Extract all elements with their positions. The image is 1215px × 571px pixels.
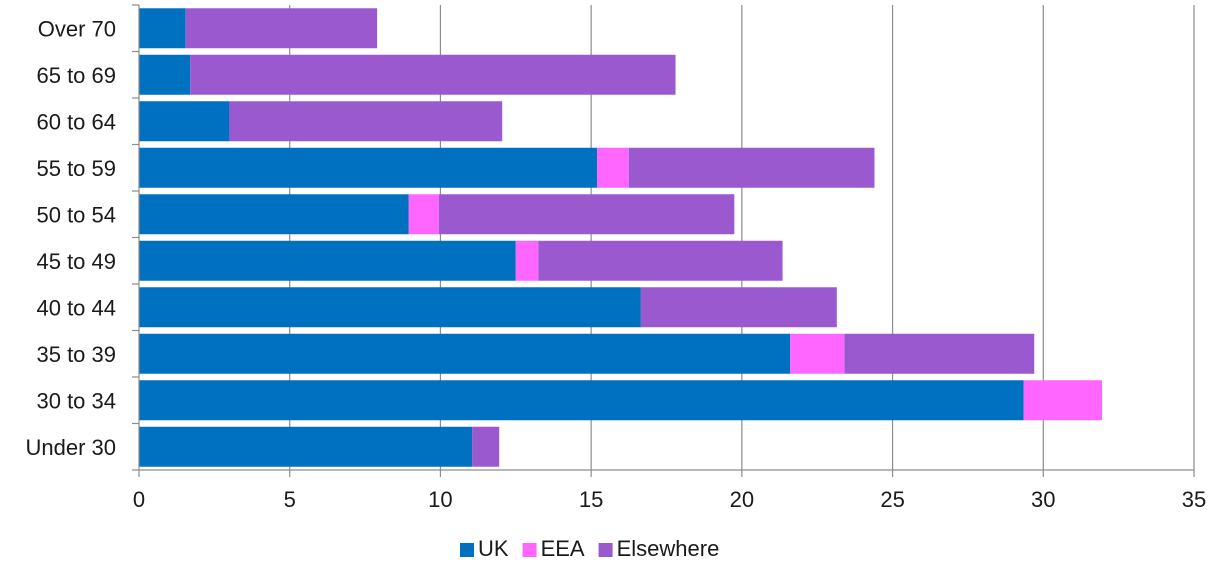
bar-uk-30-to-34	[139, 380, 1024, 421]
y-tick-label-60-to-64: 60 to 64	[36, 109, 116, 134]
bar-uk-50-to-54	[139, 194, 409, 235]
bar-elsewhere-over-70	[185, 8, 378, 49]
bar-elsewhere-45-to-49	[538, 240, 783, 281]
bar-elsewhere-35-to-39	[844, 333, 1035, 374]
y-tick-labels: Under 30 30 to 34 35 to 39 40 to 44 45 to 49…	[25, 16, 116, 460]
bar-elsewhere-50-to-54	[438, 194, 735, 235]
bar-uk-60-to-64	[139, 101, 230, 142]
bar-eea-50-to-54	[408, 194, 439, 235]
bar-eea-55-to-59	[597, 147, 629, 188]
y-tick-label-40-to-44: 40 to 44	[36, 295, 116, 320]
bar-elsewhere-65-to-69	[190, 54, 676, 95]
bar-uk-35-to-39	[139, 333, 791, 374]
axes	[132, 4, 1195, 477]
bar-elsewhere-under-30	[472, 426, 500, 467]
bar-eea-30-to-34	[1023, 380, 1103, 421]
x-tick-labels: 0 5 10 15 20 25 30 35	[133, 487, 1206, 512]
y-tick-label-35-to-39: 35 to 39	[36, 342, 116, 367]
y-tick-label-30-to-34: 30 to 34	[36, 388, 116, 413]
legend-swatch-eea	[522, 543, 537, 557]
bar-elsewhere-40-to-44	[640, 287, 837, 328]
legend-swatch-elsewhere	[598, 543, 613, 557]
legend-label-eea: EEA	[541, 536, 585, 561]
y-tick-label-65-to-69: 65 to 69	[36, 63, 116, 88]
x-tick-label-15: 15	[579, 487, 603, 512]
bar-uk-over-70	[139, 8, 186, 49]
x-tick-label-25: 25	[880, 487, 904, 512]
bar-uk-55-to-59	[139, 147, 598, 188]
x-tick-label-35: 35	[1182, 487, 1206, 512]
bar-uk-under-30	[139, 426, 473, 467]
y-tick-label-under-30: Under 30	[25, 435, 116, 460]
x-tick-label-5: 5	[284, 487, 296, 512]
bar-elsewhere-55-to-59	[628, 147, 875, 188]
legend-label-uk: UK	[478, 536, 509, 561]
y-tick-label-over-70: Over 70	[38, 16, 116, 41]
bar-elsewhere-60-to-64	[229, 101, 503, 142]
x-tick-label-20: 20	[730, 487, 754, 512]
bars	[139, 8, 1103, 467]
bar-eea-35-to-39	[790, 333, 845, 374]
bar-uk-45-to-49	[139, 240, 516, 281]
y-tick-label-50-to-54: 50 to 54	[36, 202, 116, 227]
x-tick-label-30: 30	[1031, 487, 1055, 512]
y-tick-label-45-to-49: 45 to 49	[36, 249, 116, 274]
bar-eea-45-to-49	[515, 240, 539, 281]
bar-uk-40-to-44	[139, 287, 641, 328]
y-tick-label-55-to-59: 55 to 59	[36, 156, 116, 181]
x-tick-label-0: 0	[133, 487, 145, 512]
legend-label-elsewhere: Elsewhere	[617, 536, 720, 561]
x-tick-label-10: 10	[428, 487, 452, 512]
legend-swatch-uk	[460, 543, 474, 557]
bar-uk-65-to-69	[139, 54, 191, 95]
legend: UK EEA Elsewhere	[460, 536, 719, 561]
